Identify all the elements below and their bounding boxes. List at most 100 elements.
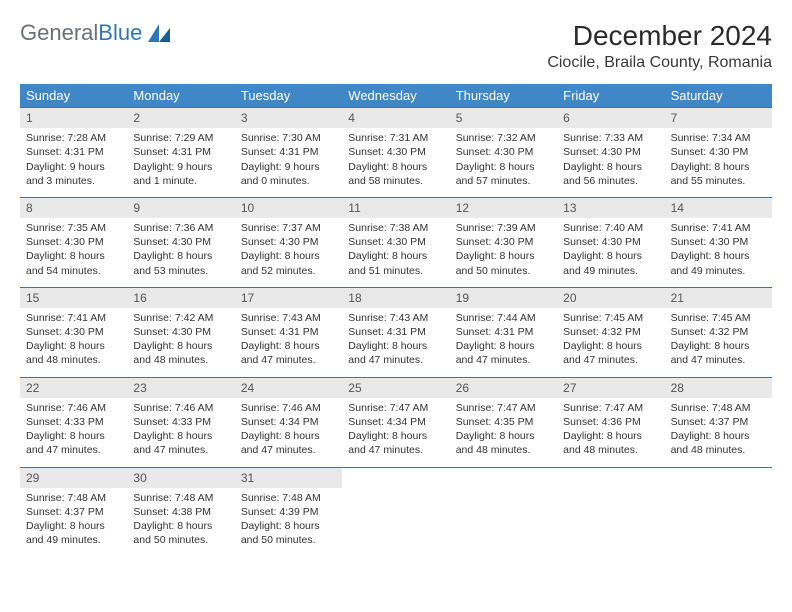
day-info: Sunrise: 7:29 AMSunset: 4:31 PMDaylight:… [127,128,234,197]
day-info: Sunrise: 7:46 AMSunset: 4:34 PMDaylight:… [235,398,342,467]
sunrise-text: Sunrise: 7:35 AM [26,221,121,235]
day-number: 22 [20,378,127,398]
daylight-text: Daylight: 8 hours and 50 minutes. [133,519,228,547]
day-info: Sunrise: 7:40 AMSunset: 4:30 PMDaylight:… [557,218,664,287]
day-info: Sunrise: 7:43 AMSunset: 4:31 PMDaylight:… [235,308,342,377]
calendar-cell: 17Sunrise: 7:43 AMSunset: 4:31 PMDayligh… [235,287,342,377]
day-number: 14 [665,198,772,218]
sunrise-text: Sunrise: 7:46 AM [133,401,228,415]
sunrise-text: Sunrise: 7:46 AM [26,401,121,415]
sunrise-text: Sunrise: 7:46 AM [241,401,336,415]
sunset-text: Sunset: 4:34 PM [348,415,443,429]
sunset-text: Sunset: 4:31 PM [241,325,336,339]
sunset-text: Sunset: 4:33 PM [26,415,121,429]
day-number: 25 [342,378,449,398]
day-info: Sunrise: 7:41 AMSunset: 4:30 PMDaylight:… [665,218,772,287]
day-info: Sunrise: 7:46 AMSunset: 4:33 PMDaylight:… [20,398,127,467]
day-number: 30 [127,468,234,488]
daylight-text: Daylight: 8 hours and 47 minutes. [241,429,336,457]
sunset-text: Sunset: 4:35 PM [456,415,551,429]
sunrise-text: Sunrise: 7:33 AM [563,131,658,145]
logo: GeneralBlue [20,20,170,46]
day-number: 2 [127,108,234,128]
day-info: Sunrise: 7:46 AMSunset: 4:33 PMDaylight:… [127,398,234,467]
day-number: 24 [235,378,342,398]
day-info: Sunrise: 7:36 AMSunset: 4:30 PMDaylight:… [127,218,234,287]
sunrise-text: Sunrise: 7:43 AM [241,311,336,325]
daylight-text: Daylight: 9 hours and 0 minutes. [241,160,336,188]
sunset-text: Sunset: 4:30 PM [456,235,551,249]
sunrise-text: Sunrise: 7:37 AM [241,221,336,235]
calendar-cell: 26Sunrise: 7:47 AMSunset: 4:35 PMDayligh… [450,377,557,467]
day-info: Sunrise: 7:48 AMSunset: 4:37 PMDaylight:… [20,488,127,557]
day-number: 8 [20,198,127,218]
sunset-text: Sunset: 4:30 PM [456,145,551,159]
calendar-cell: 14Sunrise: 7:41 AMSunset: 4:30 PMDayligh… [665,197,772,287]
daylight-text: Daylight: 8 hours and 54 minutes. [26,249,121,277]
sunrise-text: Sunrise: 7:34 AM [671,131,766,145]
calendar-cell: 4Sunrise: 7:31 AMSunset: 4:30 PMDaylight… [342,107,449,197]
sunset-text: Sunset: 4:32 PM [563,325,658,339]
sunset-text: Sunset: 4:33 PM [133,415,228,429]
sunset-text: Sunset: 4:30 PM [26,325,121,339]
calendar-cell: 16Sunrise: 7:42 AMSunset: 4:30 PMDayligh… [127,287,234,377]
day-number: 26 [450,378,557,398]
daylight-text: Daylight: 8 hours and 48 minutes. [26,339,121,367]
location: Ciocile, Braila County, Romania [547,54,772,72]
daylight-text: Daylight: 8 hours and 47 minutes. [26,429,121,457]
calendar-cell: 28Sunrise: 7:48 AMSunset: 4:37 PMDayligh… [665,377,772,467]
calendar-cell: 27Sunrise: 7:47 AMSunset: 4:36 PMDayligh… [557,377,664,467]
sunrise-text: Sunrise: 7:43 AM [348,311,443,325]
sunrise-text: Sunrise: 7:45 AM [563,311,658,325]
sunset-text: Sunset: 4:30 PM [671,235,766,249]
sunrise-text: Sunrise: 7:36 AM [133,221,228,235]
day-info: Sunrise: 7:48 AMSunset: 4:38 PMDaylight:… [127,488,234,557]
dayhead-wednesday: Wednesday [342,84,449,107]
dayhead-friday: Friday [557,84,664,107]
sunset-text: Sunset: 4:39 PM [241,505,336,519]
daylight-text: Daylight: 8 hours and 57 minutes. [456,160,551,188]
calendar-cell: 23Sunrise: 7:46 AMSunset: 4:33 PMDayligh… [127,377,234,467]
calendar-cell: 15Sunrise: 7:41 AMSunset: 4:30 PMDayligh… [20,287,127,377]
sunrise-text: Sunrise: 7:45 AM [671,311,766,325]
calendar-cell: 24Sunrise: 7:46 AMSunset: 4:34 PMDayligh… [235,377,342,467]
day-info: Sunrise: 7:39 AMSunset: 4:30 PMDaylight:… [450,218,557,287]
day-number: 1 [20,108,127,128]
calendar-cell: 8Sunrise: 7:35 AMSunset: 4:30 PMDaylight… [20,197,127,287]
calendar-cell: 25Sunrise: 7:47 AMSunset: 4:34 PMDayligh… [342,377,449,467]
sunrise-text: Sunrise: 7:30 AM [241,131,336,145]
sunrise-text: Sunrise: 7:48 AM [133,491,228,505]
sunset-text: Sunset: 4:30 PM [671,145,766,159]
calendar-cell: 5Sunrise: 7:32 AMSunset: 4:30 PMDaylight… [450,107,557,197]
header: GeneralBlue December 2024 Ciocile, Brail… [20,20,772,72]
sunrise-text: Sunrise: 7:40 AM [563,221,658,235]
day-number: 20 [557,288,664,308]
calendar-cell: 2Sunrise: 7:29 AMSunset: 4:31 PMDaylight… [127,107,234,197]
day-info: Sunrise: 7:48 AMSunset: 4:37 PMDaylight:… [665,398,772,467]
day-info: Sunrise: 7:34 AMSunset: 4:30 PMDaylight:… [665,128,772,197]
title-block: December 2024 Ciocile, Braila County, Ro… [547,20,772,72]
daylight-text: Daylight: 8 hours and 47 minutes. [133,429,228,457]
day-number: 3 [235,108,342,128]
calendar-cell: 22Sunrise: 7:46 AMSunset: 4:33 PMDayligh… [20,377,127,467]
sunrise-text: Sunrise: 7:48 AM [26,491,121,505]
sunset-text: Sunset: 4:31 PM [133,145,228,159]
sunset-text: Sunset: 4:32 PM [671,325,766,339]
day-number: 7 [665,108,772,128]
page-title: December 2024 [547,20,772,52]
sunrise-text: Sunrise: 7:41 AM [671,221,766,235]
day-info: Sunrise: 7:47 AMSunset: 4:36 PMDaylight:… [557,398,664,467]
daylight-text: Daylight: 8 hours and 47 minutes. [563,339,658,367]
day-info: Sunrise: 7:47 AMSunset: 4:34 PMDaylight:… [342,398,449,467]
sunrise-text: Sunrise: 7:28 AM [26,131,121,145]
calendar-cell: 20 Sunrise: 7:45 AMSunset: 4:32 PMDayligh… [557,287,664,377]
daylight-text: Daylight: 8 hours and 48 minutes. [563,429,658,457]
day-info: Sunrise: 7:45 AMSunset: 4:32 PMDaylight:… [665,308,772,377]
sunset-text: Sunset: 4:30 PM [563,235,658,249]
sunrise-text: Sunrise: 7:47 AM [456,401,551,415]
day-info: Sunrise: 7:31 AMSunset: 4:30 PMDaylight:… [342,128,449,197]
daylight-text: Daylight: 8 hours and 49 minutes. [563,249,658,277]
daylight-text: Daylight: 8 hours and 50 minutes. [456,249,551,277]
dayhead-saturday: Saturday [665,84,772,107]
day-number: 12 [450,198,557,218]
